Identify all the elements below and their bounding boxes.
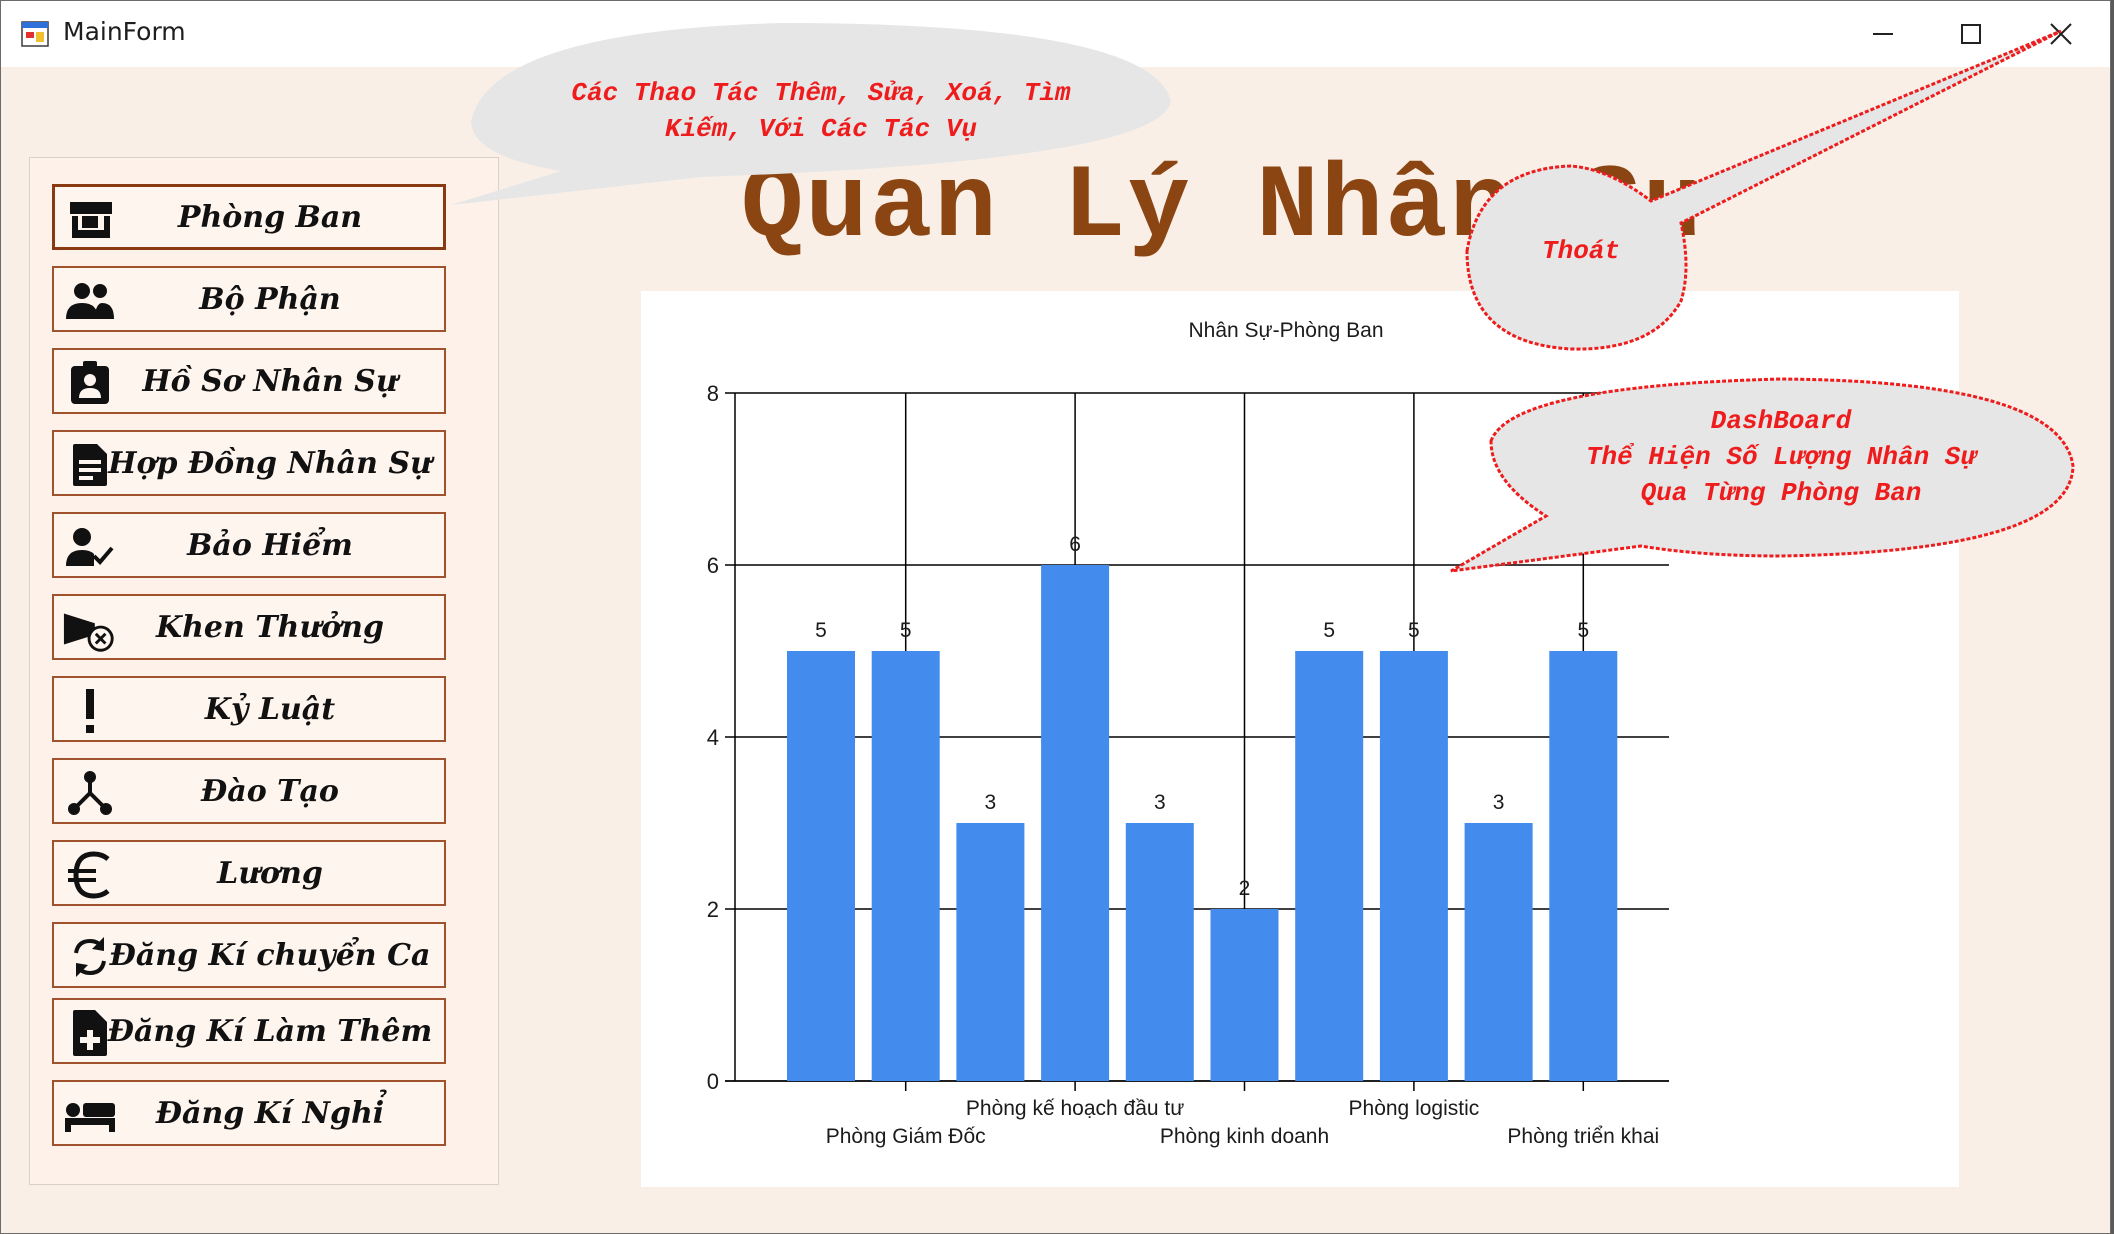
x-tick-label: Phòng triển khai	[1507, 1125, 1659, 1148]
sidebar-item-label: Hợp Đồng Nhân Sự	[108, 445, 432, 481]
sidebar-item-chuyen-ca[interactable]: Đăng Kí chuyển Ca	[52, 922, 446, 988]
data-label: 5	[1408, 619, 1420, 642]
data-label: 3	[1493, 791, 1505, 814]
sidebar-item-hop-dong[interactable]: Hợp Đồng Nhân Sự	[52, 430, 446, 496]
bar	[787, 651, 855, 1081]
x-tick-label: Phòng logistic	[1349, 1097, 1480, 1120]
sidebar-item-bo-phan[interactable]: Bộ Phận	[52, 266, 446, 332]
bar	[956, 823, 1025, 1081]
megaphone-icon	[62, 604, 118, 654]
data-label: 5	[1323, 619, 1335, 642]
app-form-icon	[21, 21, 49, 47]
sidebar-item-label: Đăng Kí Nghỉ	[155, 1095, 385, 1131]
chart-title: Nhân Sự-Phòng Ban	[1188, 319, 1384, 342]
sidebar: Phòng Ban Bộ Phận Hồ Sơ Nhân Sự Hợp Đồng…	[29, 157, 499, 1185]
user-check-icon	[62, 522, 118, 572]
y-tick-label: 4	[707, 725, 719, 750]
store-icon	[63, 195, 119, 245]
sync-icon	[62, 932, 118, 982]
y-tick-label: 0	[707, 1069, 719, 1094]
maximize-button[interactable]	[1927, 1, 2015, 67]
group-icon	[62, 276, 118, 326]
callout-dashboard-line1: DashBoard	[1710, 406, 1852, 436]
data-label: 5	[815, 619, 827, 642]
minimize-button[interactable]	[1839, 1, 1927, 67]
x-tick-label: Phòng Giám Đốc	[826, 1125, 986, 1148]
exclamation-icon	[62, 686, 118, 736]
sidebar-item-label: Đăng Kí chuyển Ca	[109, 937, 431, 973]
sidebar-item-bao-hiem[interactable]: Bảo Hiểm	[52, 512, 446, 578]
callout-actions-line2: Kiếm, Với Các Tác Vụ	[664, 114, 978, 144]
close-button[interactable]	[2017, 1, 2105, 67]
bar	[1041, 565, 1110, 1081]
y-tick-label: 8	[707, 381, 719, 406]
branch-icon	[62, 768, 118, 818]
sidebar-item-dao-tao[interactable]: Đào Tạo	[52, 758, 446, 824]
sidebar-item-ho-so[interactable]: Hồ Sơ Nhân Sự	[52, 348, 446, 414]
bar	[1464, 823, 1533, 1081]
sidebar-item-nghi[interactable]: Đăng Kí Nghỉ	[52, 1080, 446, 1146]
sidebar-item-label: Bộ Phận	[199, 281, 341, 317]
euro-icon	[62, 850, 118, 900]
sidebar-item-label: Lương	[217, 855, 323, 891]
sidebar-item-luong[interactable]: Lương	[52, 840, 446, 906]
sidebar-item-label: Phòng Ban	[177, 199, 363, 235]
x-tick-label: Phòng kế hoạch đầu tư	[966, 1097, 1184, 1120]
bar	[1125, 823, 1194, 1081]
x-tick-label: Phòng kinh doanh	[1160, 1125, 1329, 1148]
data-label: 6	[1069, 533, 1081, 556]
minimize-icon	[1873, 33, 1893, 35]
title-bar: MainForm	[1, 1, 2110, 67]
data-label: 3	[1154, 791, 1166, 814]
bar	[1295, 651, 1364, 1081]
callout-actions-line1: Các Thao Tác Thêm, Sửa, Xoá, Tìm	[571, 78, 1071, 108]
sidebar-item-khen-thuong[interactable]: Khen Thưởng	[52, 594, 446, 660]
sidebar-item-label: Đăng Kí Làm Thêm	[107, 1013, 433, 1049]
maximize-icon	[1961, 24, 1981, 44]
bed-icon	[62, 1090, 118, 1140]
sidebar-item-label: Kỷ Luật	[204, 691, 336, 727]
sidebar-item-ky-luat[interactable]: Kỷ Luật	[52, 676, 446, 742]
data-label: 3	[985, 791, 997, 814]
callout-actions-text: Các Thao Tác Thêm, Sửa, Xoá, Tìm Kiếm, V…	[491, 75, 1151, 147]
data-label: 2	[1239, 877, 1251, 900]
data-label: 5	[1577, 619, 1589, 642]
document-icon	[62, 440, 118, 490]
legend-swatch	[1726, 385, 1768, 397]
sidebar-item-phong-ban[interactable]: Phòng Ban	[52, 184, 446, 250]
bar	[1210, 909, 1279, 1081]
y-tick-label: 6	[707, 553, 719, 578]
y-tick-label: 2	[707, 897, 719, 922]
sidebar-item-lam-them[interactable]: Đăng Kí Làm Thêm	[52, 998, 446, 1064]
callout-dashboard-line2: Thể Hiện Số Lượng Nhân Sự	[1585, 442, 1977, 472]
callout-exit-text: Thoát	[1541, 236, 1620, 266]
data-label: 5	[900, 619, 912, 642]
sidebar-item-label: Khen Thưởng	[156, 609, 384, 645]
file-add-icon	[62, 1008, 118, 1058]
callout-dashboard-text: DashBoard Thể Hiện Số Lượng Nhân Sự Qua …	[1511, 403, 2051, 511]
sidebar-item-label: Đào Tạo	[201, 773, 339, 809]
sidebar-item-label: Bảo Hiểm	[187, 527, 353, 563]
id-badge-icon	[62, 358, 118, 408]
bar	[1379, 651, 1448, 1081]
close-icon	[2050, 23, 2072, 45]
sidebar-item-label: Hồ Sơ Nhân Sự	[142, 363, 398, 399]
callout-dashboard-line3: Qua Từng Phòng Ban	[1640, 478, 1922, 508]
window-title: MainForm	[63, 17, 186, 46]
bar	[871, 651, 940, 1081]
bar	[1549, 651, 1618, 1081]
bar-chart: 0 2 4 6 8 5 5 3 6 3 2 5 5 3 5 Phòng Giám Đốc Phòng kế ho…	[707, 381, 1768, 1148]
